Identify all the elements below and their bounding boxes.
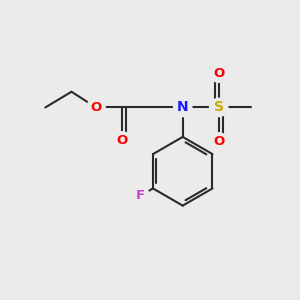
Text: F: F	[136, 189, 145, 202]
Circle shape	[87, 98, 105, 117]
Text: N: N	[177, 100, 188, 115]
Circle shape	[174, 98, 192, 117]
Circle shape	[113, 132, 131, 150]
Circle shape	[209, 98, 228, 117]
Circle shape	[209, 64, 228, 82]
Text: O: O	[90, 101, 102, 114]
Circle shape	[131, 187, 149, 205]
Circle shape	[209, 133, 228, 151]
Text: S: S	[214, 100, 224, 115]
Text: O: O	[213, 67, 224, 80]
Text: O: O	[117, 134, 128, 147]
Text: O: O	[213, 135, 224, 148]
